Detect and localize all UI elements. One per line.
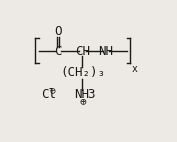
Text: O: O <box>54 25 62 38</box>
Text: Cl: Cl <box>41 88 56 101</box>
Text: (CH₂)₃: (CH₂)₃ <box>60 66 105 80</box>
Text: NH: NH <box>74 88 89 101</box>
Text: CH: CH <box>75 45 90 58</box>
Text: x: x <box>132 64 138 74</box>
Text: ⊕: ⊕ <box>79 96 86 106</box>
Text: 3: 3 <box>87 88 94 101</box>
Text: C: C <box>54 45 62 58</box>
Text: NH: NH <box>98 45 113 58</box>
Text: ⊖: ⊖ <box>50 86 56 96</box>
